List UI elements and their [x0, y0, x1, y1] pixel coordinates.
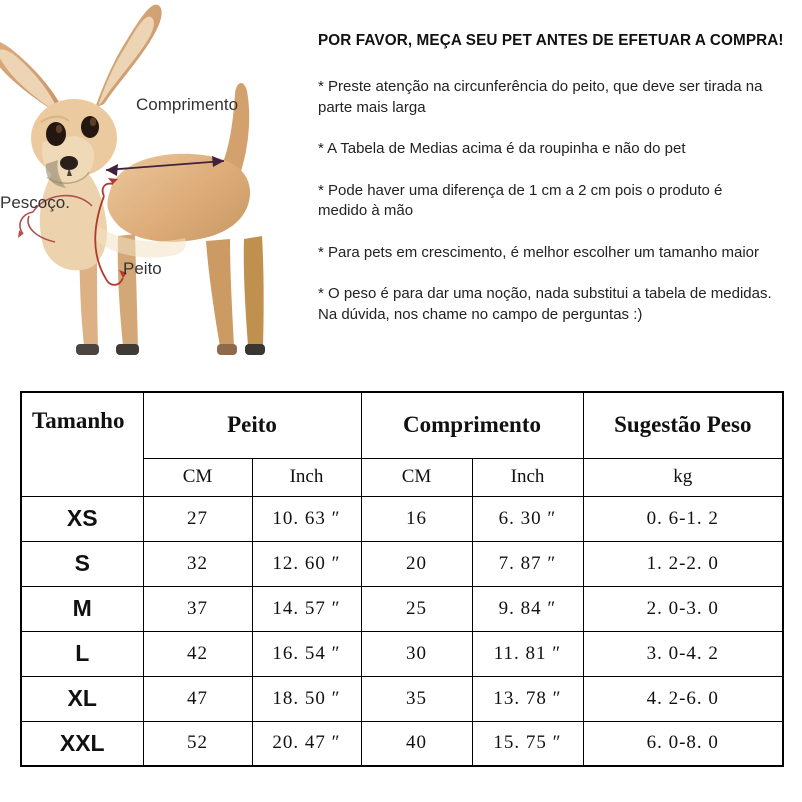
svg-text:Comprimento: Comprimento [136, 95, 238, 114]
svg-text:Peito: Peito [123, 259, 162, 278]
svg-text:Pescoço.: Pescoço. [0, 193, 70, 212]
